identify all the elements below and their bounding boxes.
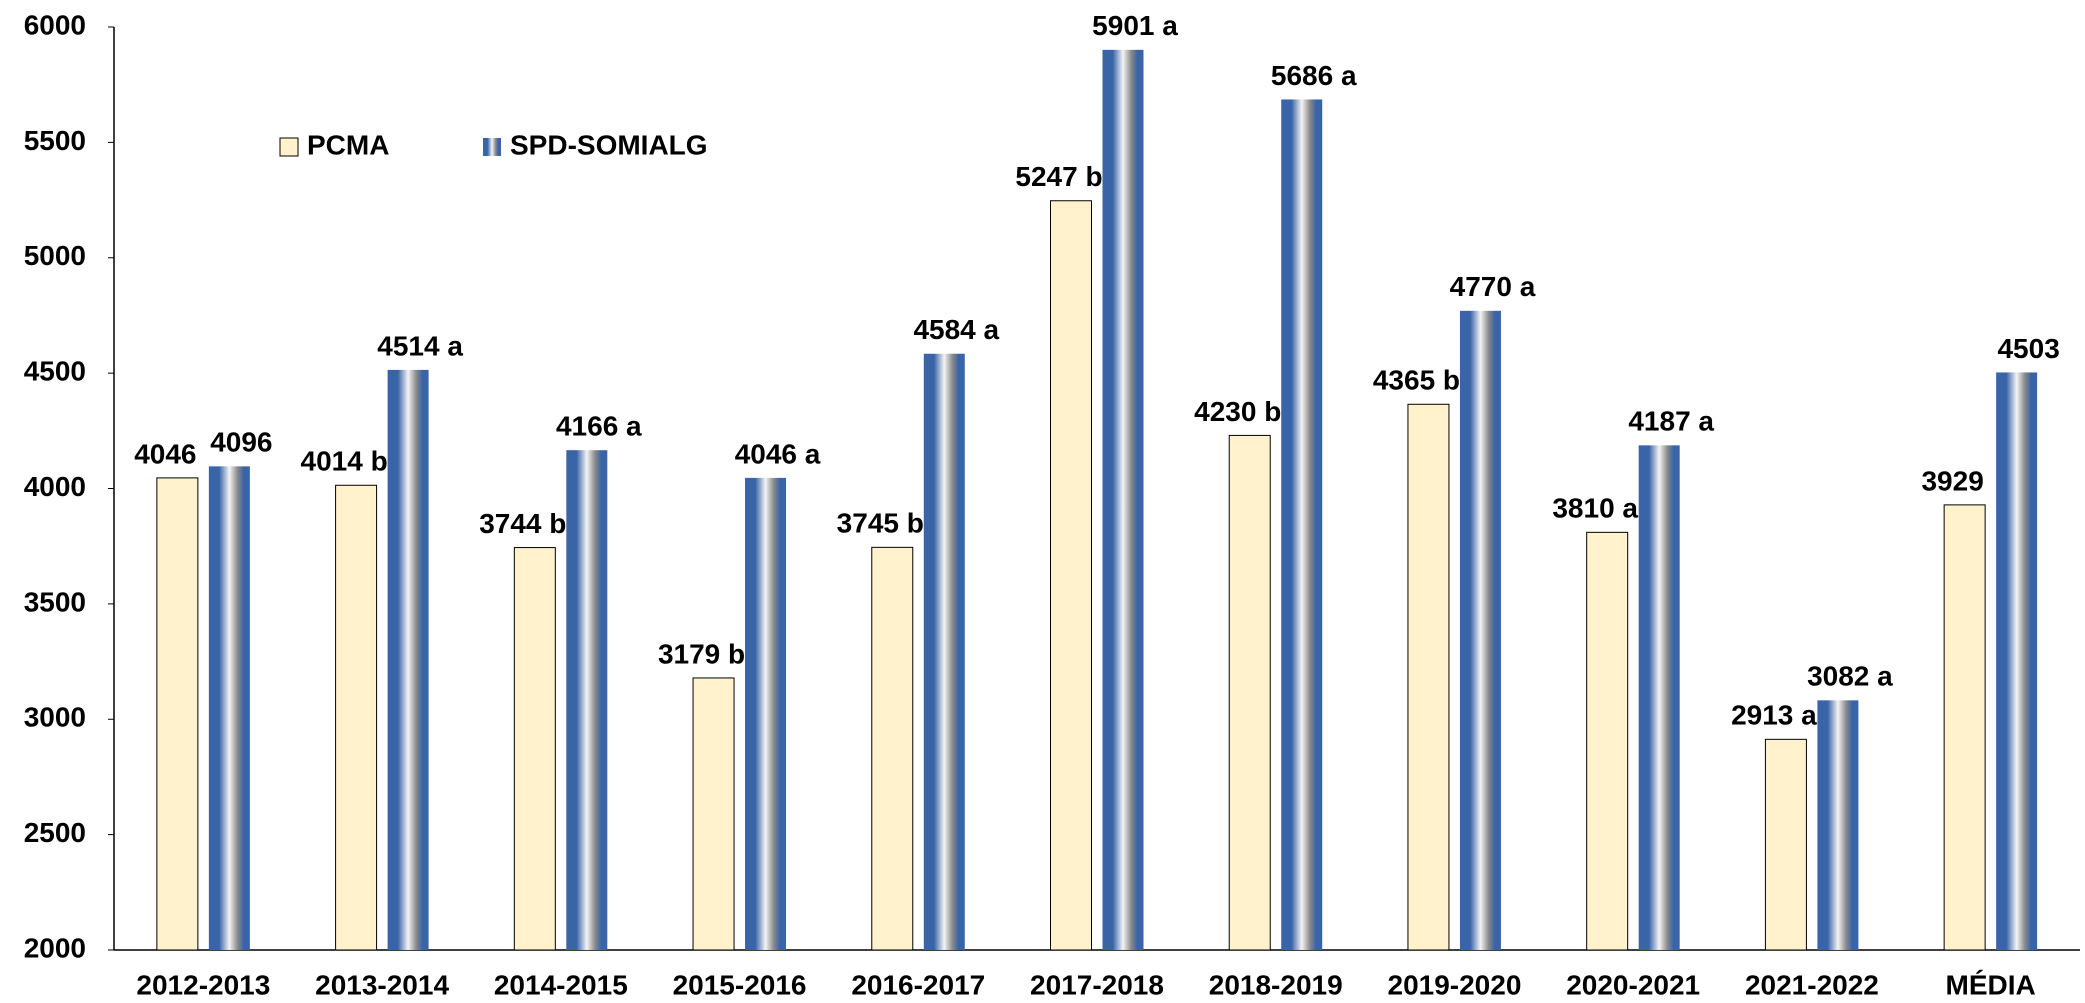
bar — [1228, 434, 1271, 951]
bar — [923, 353, 965, 950]
bar — [1407, 403, 1450, 951]
bar — [1638, 445, 1680, 950]
y-tick-label: 3000 — [24, 702, 86, 733]
y-tick-label: 5000 — [24, 240, 86, 271]
legend-label: SPD-SOMIALG — [510, 129, 708, 160]
y-tick-label: 3500 — [24, 586, 86, 617]
data-label: 4166 a — [556, 411, 642, 442]
data-label: 3744 b — [479, 508, 566, 539]
x-tick-label: 2017-2018 — [1030, 969, 1164, 1000]
x-tick-label: 2015-2016 — [673, 969, 807, 1000]
bar — [1817, 700, 1859, 950]
data-label: 3929 — [1921, 465, 1983, 496]
bar — [1050, 200, 1092, 951]
data-label: 4503 — [1997, 333, 2059, 364]
x-tick-label: 2021-2022 — [1745, 969, 1879, 1000]
data-label: 3179 b — [658, 638, 745, 669]
data-label: 4046 — [134, 438, 196, 469]
bar — [513, 547, 556, 951]
y-tick-label: 5500 — [24, 125, 86, 156]
y-tick-label: 4000 — [24, 471, 86, 502]
data-label: 4187 a — [1628, 406, 1714, 437]
bar — [1943, 504, 1986, 951]
bar — [1586, 531, 1629, 951]
y-tick-label: 4500 — [24, 356, 86, 387]
data-label: 5901 a — [1092, 10, 1178, 41]
bar — [156, 477, 199, 951]
bar — [1459, 310, 1501, 950]
data-label: 4096 — [210, 427, 272, 458]
x-tick-label: 2012-2013 — [136, 969, 270, 1000]
data-label: 4230 b — [1194, 396, 1281, 427]
legend-swatch — [483, 138, 501, 156]
data-label: 3745 b — [837, 508, 924, 539]
bar — [692, 677, 735, 951]
y-tick-label: 6000 — [24, 9, 86, 40]
bar — [871, 546, 914, 951]
bar — [1281, 99, 1323, 950]
bar — [745, 477, 787, 950]
x-tick-label: 2020-2021 — [1566, 969, 1700, 1000]
bar — [335, 484, 378, 951]
data-label: 3082 a — [1807, 661, 1893, 692]
legend-label: PCMA — [307, 129, 389, 160]
bar — [1996, 372, 2038, 950]
bar — [1764, 738, 1807, 951]
bar — [566, 450, 608, 950]
bar — [208, 466, 250, 950]
y-tick-label: 2000 — [24, 932, 86, 963]
data-label: 4770 a — [1450, 271, 1536, 302]
data-label: 4046 a — [735, 438, 821, 469]
bar — [1102, 49, 1144, 951]
data-label: 5247 b — [1015, 161, 1102, 192]
y-tick-label: 2500 — [24, 817, 86, 848]
x-tick-label: 2013-2014 — [315, 969, 449, 1000]
data-label: 3810 a — [1552, 493, 1638, 524]
x-tick-label: 2014-2015 — [494, 969, 628, 1000]
data-label: 4514 a — [377, 330, 463, 361]
data-label: 4365 b — [1373, 365, 1460, 396]
x-tick-label: 2019-2020 — [1388, 969, 1522, 1000]
data-label: 4014 b — [301, 446, 388, 477]
x-tick-label: MÉDIA — [1946, 969, 2036, 1000]
legend-swatch — [279, 137, 299, 157]
data-label: 2913 a — [1731, 700, 1817, 731]
data-label: 5686 a — [1271, 60, 1357, 91]
x-tick-label: 2016-2017 — [851, 969, 985, 1000]
x-tick-label: 2018-2019 — [1209, 969, 1343, 1000]
bar — [387, 369, 429, 950]
data-label: 4584 a — [913, 314, 999, 345]
